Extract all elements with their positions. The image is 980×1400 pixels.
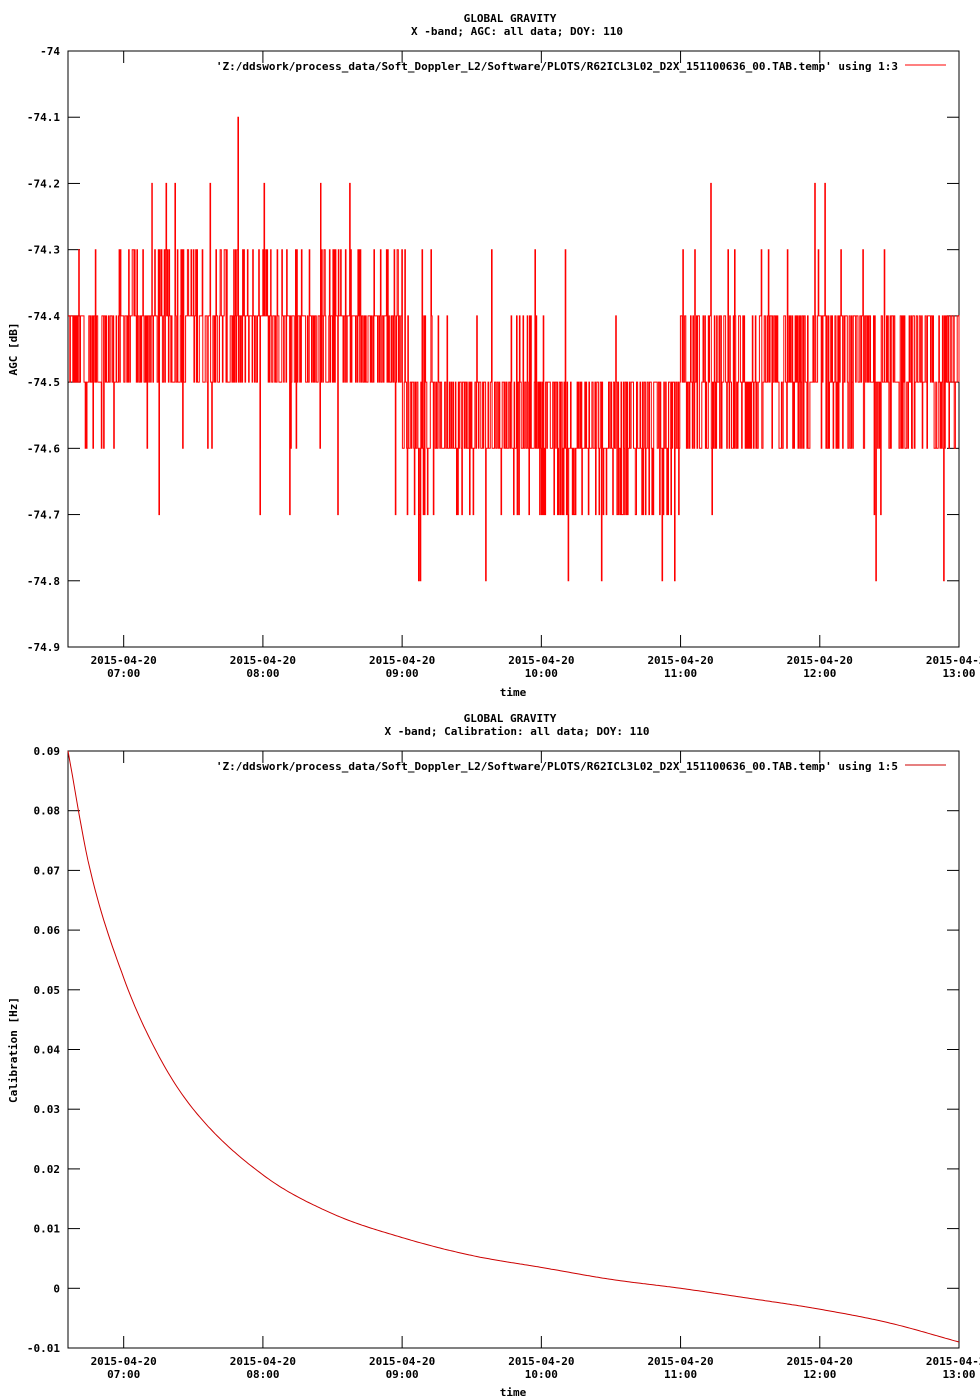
calibration-chart-title: GLOBAL GRAVITY bbox=[464, 712, 557, 725]
y-tick-label: -74.7 bbox=[27, 509, 60, 522]
x-tick-date-label: 2015-04-20 bbox=[230, 654, 296, 667]
y-tick-label: -74 bbox=[40, 45, 60, 58]
x-tick-date-label: 2015-04-20 bbox=[369, 1355, 435, 1368]
x-tick-time-label: 11:00 bbox=[664, 667, 697, 680]
agc-x-axis: 2015-04-2007:002015-04-2008:002015-04-20… bbox=[91, 51, 980, 680]
y-tick-label: -74.3 bbox=[27, 244, 60, 257]
x-tick-time-label: 09:00 bbox=[386, 667, 419, 680]
x-tick-time-label: 09:00 bbox=[386, 1368, 419, 1381]
x-tick-date-label: 2015-04-20 bbox=[647, 654, 713, 667]
calibration-series-line bbox=[67, 750, 960, 1343]
y-tick-label: -74.9 bbox=[27, 641, 60, 654]
calibration-x-axis: 2015-04-2007:002015-04-2008:002015-04-20… bbox=[91, 751, 980, 1381]
x-tick-time-label: 11:00 bbox=[664, 1368, 697, 1381]
x-tick-time-label: 13:00 bbox=[942, 667, 975, 680]
x-tick-date-label: 2015-04-20 bbox=[787, 654, 853, 667]
calibration-chart: GLOBAL GRAVITY X -band; Calibration: all… bbox=[7, 712, 980, 1399]
x-tick-time-label: 12:00 bbox=[803, 667, 836, 680]
y-tick-label: 0.03 bbox=[34, 1103, 61, 1116]
agc-chart-title: GLOBAL GRAVITY bbox=[464, 12, 557, 25]
calibration-y-axis-label: Calibration [Hz] bbox=[7, 997, 20, 1103]
agc-plot-frame bbox=[67, 50, 960, 648]
y-tick-label: 0.09 bbox=[34, 745, 61, 758]
calibration-series bbox=[67, 750, 960, 1343]
calibration-x-axis-label: time bbox=[500, 1386, 527, 1399]
x-tick-time-label: 12:00 bbox=[803, 1368, 836, 1381]
x-tick-date-label: 2015-04-20 bbox=[91, 1355, 157, 1368]
y-tick-label: 0.08 bbox=[34, 805, 61, 818]
agc-chart: GLOBAL GRAVITY X -band; AGC: all data; D… bbox=[7, 12, 980, 699]
x-tick-time-label: 10:00 bbox=[525, 667, 558, 680]
y-tick-label: -74.2 bbox=[27, 177, 60, 190]
x-tick-time-label: 10:00 bbox=[525, 1368, 558, 1381]
x-tick-date-label: 2015-04-20 bbox=[787, 1355, 853, 1368]
calibration-legend-label: 'Z:/ddswork/process_data/Soft_Doppler_L2… bbox=[216, 760, 898, 773]
x-tick-time-label: 08:00 bbox=[246, 1368, 279, 1381]
x-tick-time-label: 07:00 bbox=[107, 1368, 140, 1381]
x-tick-time-label: 07:00 bbox=[107, 667, 140, 680]
agc-legend-label: 'Z:/ddswork/process_data/Soft_Doppler_L2… bbox=[216, 60, 898, 73]
x-tick-time-label: 08:00 bbox=[246, 667, 279, 680]
x-tick-date-label: 2015-04-20 bbox=[508, 1355, 574, 1368]
agc-chart-subtitle: X -band; AGC: all data; DOY: 110 bbox=[411, 25, 623, 38]
y-tick-label: 0.07 bbox=[34, 864, 61, 877]
calibration-chart-subtitle: X -band; Calibration: all data; DOY: 110 bbox=[385, 725, 650, 738]
y-tick-label: 0.04 bbox=[34, 1044, 61, 1057]
x-tick-date-label: 2015-04-20 bbox=[230, 1355, 296, 1368]
agc-series bbox=[68, 116, 960, 582]
y-tick-label: -0.01 bbox=[27, 1342, 60, 1355]
x-tick-date-label: 2015-04-20 bbox=[91, 654, 157, 667]
x-tick-date-label: 2015-04-20 bbox=[369, 654, 435, 667]
y-tick-label: 0.06 bbox=[34, 924, 61, 937]
y-tick-label: 0.05 bbox=[34, 984, 61, 997]
agc-x-axis-label: time bbox=[500, 686, 527, 699]
agc-y-axis-label: AGC [dB] bbox=[7, 323, 20, 376]
y-tick-label: -74.5 bbox=[27, 376, 60, 389]
y-tick-label: -74.1 bbox=[27, 111, 60, 124]
x-tick-date-label: 2015-04-20 bbox=[508, 654, 574, 667]
calibration-y-axis: 0.09 0.08 0.07 0.06 0.05 0.04 0.03 0.02 0.01 0 -0.… bbox=[27, 745, 959, 1355]
y-tick-label: -74.8 bbox=[27, 575, 60, 588]
x-tick-time-label: 13:00 bbox=[942, 1368, 975, 1381]
calibration-plot-frame bbox=[67, 750, 960, 1349]
x-tick-date-label: 2015-04-20 bbox=[926, 1355, 980, 1368]
y-tick-label: -74.6 bbox=[27, 442, 60, 455]
x-tick-date-label: 2015-04-20 bbox=[647, 1355, 713, 1368]
y-tick-label: -74.4 bbox=[27, 310, 60, 323]
y-tick-label: 0.02 bbox=[34, 1163, 61, 1176]
agc-series-line bbox=[68, 116, 960, 582]
x-tick-date-label: 2015-04-20 bbox=[926, 654, 980, 667]
agc-y-axis: -74 -74.1 -74.2 -74.3 -74.4 -74.5 -74.6 -74.7 -7… bbox=[27, 45, 959, 654]
y-tick-label: 0.01 bbox=[34, 1223, 61, 1236]
y-tick-label: 0 bbox=[53, 1282, 60, 1295]
